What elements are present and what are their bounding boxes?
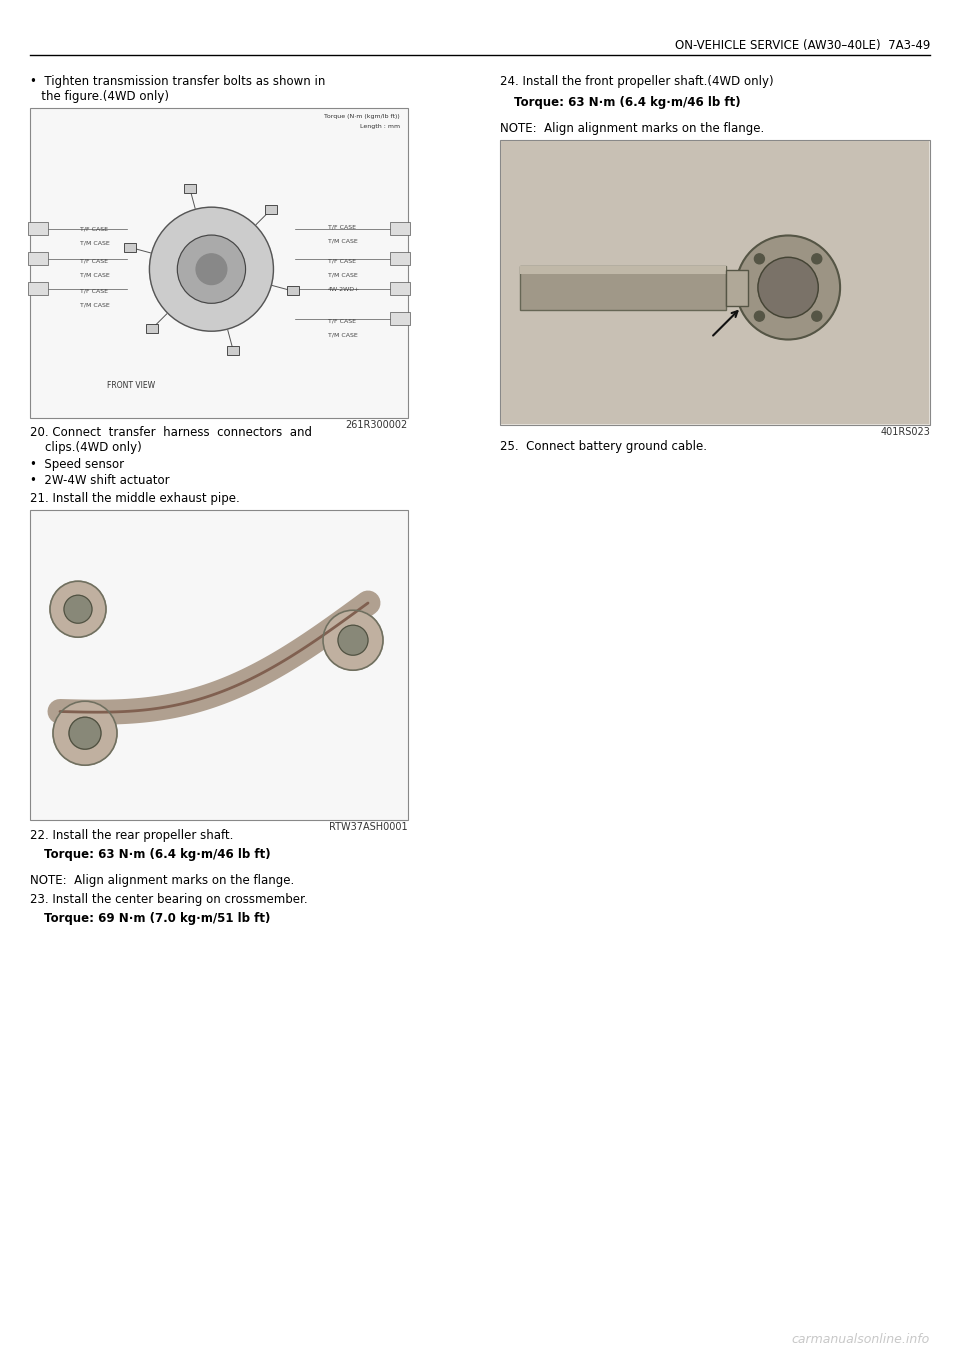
Bar (287, 287, 299, 296)
Bar (520, 266, 727, 273)
Circle shape (755, 254, 764, 263)
Text: 22. Install the rear propeller shaft.: 22. Install the rear propeller shaft. (30, 828, 233, 842)
Circle shape (178, 235, 246, 303)
Text: Torque: 69 N·m (7.0 kg·m/51 lb ft): Torque: 69 N·m (7.0 kg·m/51 lb ft) (44, 913, 271, 925)
Circle shape (323, 610, 383, 671)
Bar (183, 183, 196, 193)
Text: 25.  Connect battery ground cable.: 25. Connect battery ground cable. (500, 440, 707, 454)
Text: T/F CASE: T/F CASE (328, 319, 356, 323)
Bar (28, 253, 48, 265)
Circle shape (50, 581, 106, 637)
Text: NOTE:  Align alignment marks on the flange.: NOTE: Align alignment marks on the flang… (30, 875, 295, 887)
Text: Length : mm: Length : mm (360, 124, 400, 129)
Circle shape (755, 311, 764, 322)
Bar (265, 205, 276, 215)
Text: ON-VEHICLE SERVICE (AW30–40LE)  7A3-49: ON-VEHICLE SERVICE (AW30–40LE) 7A3-49 (675, 39, 930, 52)
Bar (390, 223, 410, 235)
Text: T/M CASE: T/M CASE (80, 240, 109, 246)
Text: carmanualsonline.info: carmanualsonline.info (792, 1334, 930, 1346)
Circle shape (736, 235, 840, 340)
Text: 4W-2WD+: 4W-2WD+ (328, 287, 360, 292)
Bar (390, 282, 410, 295)
Circle shape (338, 625, 368, 655)
Text: Torque: 63 N·m (6.4 kg·m/46 lb ft): Torque: 63 N·m (6.4 kg·m/46 lb ft) (514, 96, 740, 109)
Circle shape (150, 208, 274, 331)
Text: clips.(4WD only): clips.(4WD only) (30, 441, 142, 454)
Bar (146, 325, 158, 333)
Text: T/F CASE: T/F CASE (80, 259, 108, 263)
Bar (520, 266, 727, 310)
Bar (501, 141, 929, 424)
Bar (28, 282, 48, 295)
Circle shape (53, 701, 117, 765)
Text: T/F CASE: T/F CASE (328, 259, 356, 263)
Text: T/M CASE: T/M CASE (328, 239, 358, 243)
Bar (228, 346, 239, 354)
Text: NOTE:  Align alignment marks on the flange.: NOTE: Align alignment marks on the flang… (500, 122, 764, 134)
Text: T/F CASE: T/F CASE (328, 224, 356, 230)
Text: 23. Install the center bearing on crossmember.: 23. Install the center bearing on crossm… (30, 894, 307, 906)
Text: RTW37ASH0001: RTW37ASH0001 (329, 822, 408, 832)
Bar (30, 511, 408, 820)
Circle shape (812, 311, 822, 322)
Bar (28, 223, 48, 235)
Text: •  2W-4W shift actuator: • 2W-4W shift actuator (30, 474, 170, 488)
Bar (124, 243, 136, 253)
Circle shape (196, 254, 227, 285)
Circle shape (812, 254, 822, 263)
Circle shape (69, 717, 101, 750)
Text: 401RS023: 401RS023 (880, 426, 930, 437)
Text: FRONT VIEW: FRONT VIEW (108, 382, 156, 390)
Text: T/M CASE: T/M CASE (80, 303, 109, 308)
Text: T/M CASE: T/M CASE (80, 273, 109, 277)
Text: T/M CASE: T/M CASE (328, 273, 358, 277)
Circle shape (758, 257, 818, 318)
Text: 21. Install the middle exhaust pipe.: 21. Install the middle exhaust pipe. (30, 492, 240, 505)
Bar (500, 140, 930, 425)
Text: •  Speed sensor: • Speed sensor (30, 458, 124, 471)
Text: Torque (N·m (kgm/lb ft)): Torque (N·m (kgm/lb ft)) (324, 114, 400, 120)
Bar (726, 269, 748, 306)
Text: T/F CASE: T/F CASE (80, 227, 108, 232)
Text: 261R300002: 261R300002 (346, 420, 408, 430)
Text: T/M CASE: T/M CASE (328, 333, 358, 338)
Circle shape (64, 595, 92, 623)
Bar (390, 312, 410, 325)
Text: 24. Install the front propeller shaft.(4WD only): 24. Install the front propeller shaft.(4… (500, 75, 774, 88)
Text: 20. Connect  transfer  harness  connectors  and: 20. Connect transfer harness connectors … (30, 426, 312, 439)
Text: the figure.(4WD only): the figure.(4WD only) (30, 90, 169, 103)
Text: Torque: 63 N·m (6.4 kg·m/46 lb ft): Torque: 63 N·m (6.4 kg·m/46 lb ft) (44, 847, 271, 861)
Text: •  Tighten transmission transfer bolts as shown in: • Tighten transmission transfer bolts as… (30, 75, 325, 88)
Bar (390, 253, 410, 265)
Text: T/F CASE: T/F CASE (80, 289, 108, 293)
Bar (30, 109, 408, 418)
